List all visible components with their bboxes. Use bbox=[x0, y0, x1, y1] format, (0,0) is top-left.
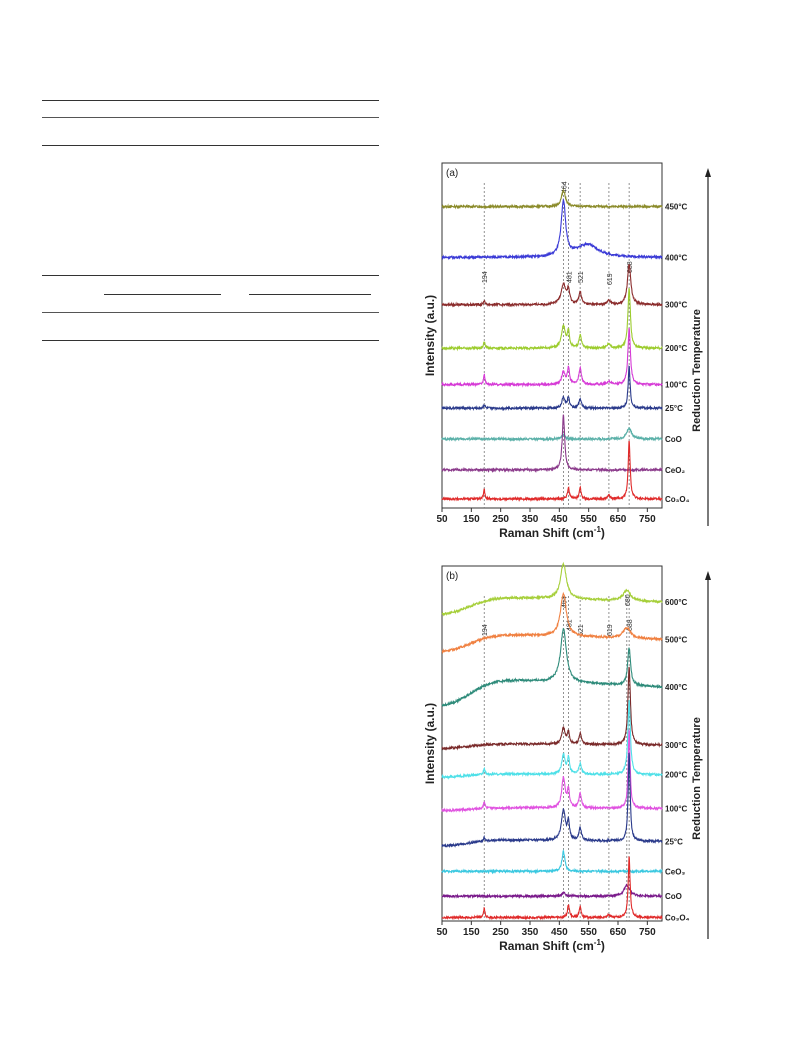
series-label: Co₃O₄ bbox=[665, 913, 690, 922]
series-label: CoO bbox=[665, 435, 682, 444]
series-label: 500°C bbox=[665, 635, 688, 644]
series-label: 400°C bbox=[665, 253, 688, 262]
plot-frame bbox=[441, 162, 663, 509]
x-axis-label: Raman Shift (cm-1) bbox=[499, 938, 605, 953]
series-line bbox=[441, 197, 663, 261]
series-line bbox=[441, 849, 663, 875]
table-top-rule bbox=[42, 100, 379, 101]
x-tick-label: 550 bbox=[580, 927, 597, 938]
reference-line-label: 619 bbox=[607, 624, 614, 636]
series-line bbox=[441, 188, 663, 210]
series-label: 100°C bbox=[665, 381, 688, 390]
x-tick-label: 750 bbox=[639, 514, 656, 525]
series-label: Co₃O₄ bbox=[665, 495, 690, 504]
series-line bbox=[441, 264, 663, 308]
x-tick-label: 150 bbox=[463, 514, 480, 525]
reference-line-label: 680 bbox=[625, 594, 632, 606]
side-label: Reduction Temperature bbox=[691, 309, 703, 432]
series-label: 25°C bbox=[665, 404, 683, 413]
table2-group-rule-2 bbox=[249, 294, 371, 295]
x-tick-label: 450 bbox=[551, 927, 568, 938]
y-axis-label: Intensity (a.u.) bbox=[423, 295, 437, 376]
series-label: 200°C bbox=[665, 771, 688, 780]
series-line bbox=[441, 561, 663, 617]
panel-label: (a) bbox=[446, 168, 458, 179]
reference-line-label: 521 bbox=[578, 271, 585, 283]
series-line bbox=[441, 365, 663, 412]
x-tick-label: 650 bbox=[610, 514, 627, 525]
series-label: 200°C bbox=[665, 344, 688, 353]
table2-bottom-rule bbox=[42, 340, 379, 341]
series-line bbox=[441, 440, 663, 502]
series-line bbox=[441, 288, 663, 352]
reference-line-label: 464 bbox=[561, 181, 568, 193]
y-axis-label: Intensity (a.u.) bbox=[423, 703, 437, 784]
series-label: 25°C bbox=[665, 837, 683, 846]
x-tick-label: 350 bbox=[522, 514, 539, 525]
x-tick-label: 450 bbox=[551, 514, 568, 525]
series-label: 450°C bbox=[665, 203, 688, 212]
x-tick-label: 250 bbox=[492, 514, 509, 525]
table2-top-rule bbox=[42, 275, 379, 276]
arrow-head-icon bbox=[705, 571, 711, 580]
series-label: 300°C bbox=[665, 741, 688, 750]
series-line bbox=[441, 591, 663, 655]
reference-line-label: 619 bbox=[607, 273, 614, 285]
reference-line-label: 688 bbox=[627, 261, 634, 273]
table2-header-rule bbox=[42, 312, 379, 313]
arrow-head-icon bbox=[705, 168, 711, 177]
side-label: Reduction Temperature bbox=[691, 717, 703, 840]
series-label: 600°C bbox=[665, 598, 688, 607]
series-line bbox=[441, 855, 663, 921]
series-label: 400°C bbox=[665, 683, 688, 692]
x-tick-label: 50 bbox=[436, 514, 448, 525]
series-line bbox=[441, 752, 663, 849]
series-line bbox=[441, 666, 663, 751]
reference-line-label: 194 bbox=[482, 624, 489, 636]
table-header-rule bbox=[42, 117, 379, 118]
x-tick-label: 350 bbox=[522, 927, 539, 938]
series-label: 100°C bbox=[665, 804, 688, 813]
series-line bbox=[441, 327, 663, 388]
series-line bbox=[441, 627, 663, 707]
x-tick-label: 150 bbox=[463, 927, 480, 938]
series-line bbox=[441, 699, 663, 780]
reference-line-label: 194 bbox=[482, 271, 489, 283]
table-bottom-rule bbox=[42, 145, 379, 146]
x-tick-label: 250 bbox=[492, 927, 509, 938]
chart-a-svg: (a) 194 464 481 521 619 688 450°C 400°C 300°C 200°… bbox=[423, 162, 711, 540]
raman-chart-a: (a) 194 464 481 521 619 688 450°C 400°C 300°C 200°… bbox=[416, 155, 716, 550]
reference-line-label: 481 bbox=[566, 619, 573, 631]
reference-line-label: 521 bbox=[578, 624, 585, 636]
reference-line-label: 688 bbox=[627, 619, 634, 631]
x-tick-label: 50 bbox=[436, 927, 448, 938]
series-label: 300°C bbox=[665, 301, 688, 310]
series-label: CeO₂ bbox=[665, 466, 685, 475]
raman-chart-b: (b) 194 464 481 521 619 680 688 600°C 500°C 400°C 3… bbox=[416, 560, 716, 960]
x-axis-label: Raman Shift (cm-1) bbox=[499, 525, 605, 540]
series-label: CoO bbox=[665, 892, 682, 901]
reference-line-label: 481 bbox=[566, 271, 573, 283]
series-label: CeO₃ bbox=[665, 867, 685, 876]
series-line bbox=[441, 729, 663, 813]
series-line bbox=[441, 414, 663, 473]
series-line bbox=[441, 883, 663, 900]
x-tick-label: 650 bbox=[610, 927, 627, 938]
panel-label: (b) bbox=[446, 571, 458, 582]
x-tick-label: 550 bbox=[580, 514, 597, 525]
series-line bbox=[441, 427, 663, 443]
x-tick-label: 750 bbox=[639, 927, 656, 938]
table2-group-rule-1 bbox=[104, 294, 221, 295]
